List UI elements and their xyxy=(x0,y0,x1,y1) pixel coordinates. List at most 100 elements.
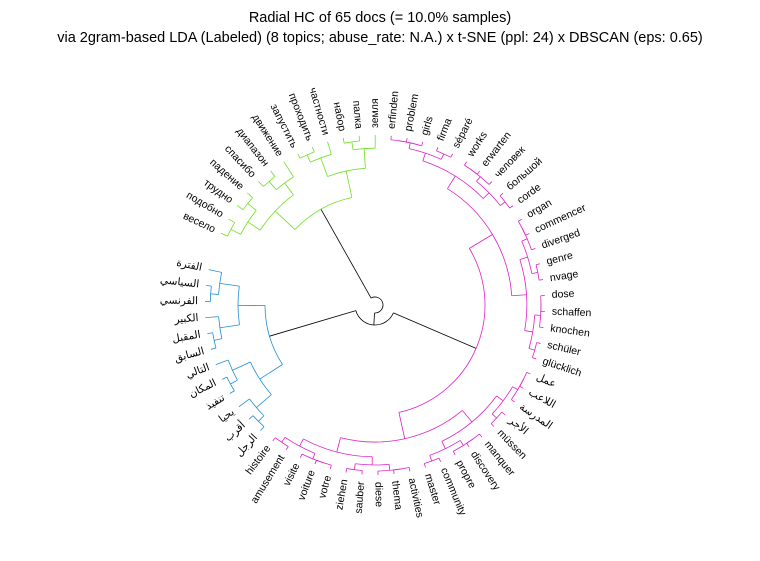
dendrogram-link-45 xyxy=(447,176,455,189)
dendrogram-link-127 xyxy=(467,443,469,446)
dendrogram-link-115 xyxy=(520,386,523,388)
dendrogram-link-25 xyxy=(364,149,365,169)
leaf-label-27: nvage xyxy=(549,268,579,284)
dendrogram-link-169 xyxy=(249,416,253,420)
dendrogram-link-158 xyxy=(275,438,288,447)
dendrogram-link-40 xyxy=(270,311,356,337)
dendrogram-link-23 xyxy=(263,177,275,187)
dendrogram-link-166 xyxy=(239,399,250,407)
dendrogram-link-136 xyxy=(354,464,355,470)
dendrogram-link-105 xyxy=(497,396,504,401)
leaf-label-43: activities xyxy=(406,477,426,519)
dendrogram-link-154 xyxy=(315,460,316,464)
dendrogram-link-74 xyxy=(500,196,510,208)
dendrogram-link-32 xyxy=(300,152,314,158)
dendrogram-link-155 xyxy=(316,460,331,465)
dendrogram-link-71 xyxy=(464,165,477,174)
dendrogram-link-46 xyxy=(512,295,527,296)
dendrogram-link-82 xyxy=(532,248,536,249)
dendrogram-link-153 xyxy=(330,465,331,469)
dendrogram-link-59 xyxy=(391,140,407,142)
dendrogram-link-62 xyxy=(437,151,451,158)
leaf-label-64: الفترة xyxy=(175,257,203,274)
dendrogram-link-10 xyxy=(248,204,257,211)
chart-title: Radial HC of 65 docs (= 10.0% samples) xyxy=(249,10,511,26)
dendrogram-link-60 xyxy=(437,147,438,151)
dendrogram-link-171 xyxy=(230,380,237,384)
dendrogram-link-145 xyxy=(346,469,347,473)
dendrogram-link-55 xyxy=(422,142,423,146)
leaf-label-12: земля xyxy=(369,98,381,128)
leaf-label-30: knochen xyxy=(550,322,591,339)
dendrogram-link-101 xyxy=(532,343,536,358)
dendrogram-link-190 xyxy=(206,286,211,287)
dendrogram-link-181 xyxy=(205,317,218,318)
leaf-label-42: master xyxy=(422,472,443,507)
dendrogram-link-14 xyxy=(228,223,235,237)
leaf-label-46: sauber xyxy=(353,481,367,514)
leaf-label-62: الفرنسي xyxy=(160,294,199,307)
dendrogram-link-177 xyxy=(220,325,240,328)
dendrogram-link-159 xyxy=(260,364,283,379)
dendrogram-link-6 xyxy=(248,222,260,230)
dendrogram-link-52 xyxy=(441,154,443,159)
dendrogram-link-116 xyxy=(520,372,527,386)
dendrogram-link-168 xyxy=(260,427,264,431)
leaf-label-15: girls xyxy=(419,115,436,137)
dendrogram-link-48 xyxy=(423,153,426,161)
dendrogram-link-148 xyxy=(282,437,285,442)
leaf-label-11: палка xyxy=(350,100,365,129)
dendrogram-link-2 xyxy=(371,297,383,313)
dendrogram-link-183 xyxy=(211,348,216,349)
dendrogram-link-43 xyxy=(399,412,405,438)
dendrogram-link-186 xyxy=(211,294,219,295)
dendrogram-link-94 xyxy=(540,327,544,328)
leaf-label-10: набор xyxy=(331,101,348,132)
leaf-label-59: السابق xyxy=(173,345,205,365)
dendrogram-link-13 xyxy=(228,219,234,223)
leaf-label-33: عمل xyxy=(534,371,557,390)
dendrogram-link-86 xyxy=(518,221,525,235)
dendrogram-link-78 xyxy=(522,239,527,241)
dendrogram-link-141 xyxy=(409,467,410,471)
dendrogram-link-99 xyxy=(537,343,541,344)
dendrogram-link-58 xyxy=(406,138,407,142)
dendrogram-link-88 xyxy=(539,280,543,281)
dendrogram-link-87 xyxy=(536,264,540,265)
dendrogram-link-120 xyxy=(460,440,463,445)
dendrogram-link-12 xyxy=(221,233,228,236)
dendrogram-link-19 xyxy=(284,162,294,177)
dendrogram-link-128 xyxy=(467,434,480,443)
dendrogram-link-175 xyxy=(222,377,227,379)
dendrogram-link-108 xyxy=(513,387,518,390)
dendrogram-link-133 xyxy=(300,439,304,446)
leaf-label-29: schaffen xyxy=(552,306,592,320)
dendrogram-link-7 xyxy=(285,183,294,195)
leaf-label-61: الكبير xyxy=(173,312,199,326)
dendrogram-link-27 xyxy=(307,155,310,162)
dendrogram-link-129 xyxy=(439,458,441,462)
dendrogram-link-73 xyxy=(510,206,513,208)
dendrogram-link-1 xyxy=(374,313,375,325)
dendrogram-link-147 xyxy=(313,453,315,459)
dendrogram-link-44 xyxy=(399,248,485,412)
leaf-label-55: يحيا xyxy=(217,406,237,425)
dendrogram-link-135 xyxy=(389,464,390,470)
leaf-label-16: firma xyxy=(435,116,455,142)
dendrogram-link-28 xyxy=(328,142,332,155)
dendrogram-link-131 xyxy=(424,458,439,463)
dendrogram-link-33 xyxy=(352,142,353,150)
dendrogram-link-118 xyxy=(491,424,494,427)
dendrogram-link-103 xyxy=(337,438,341,452)
leaf-label-58: التالي xyxy=(184,361,211,381)
dendrogram-link-143 xyxy=(394,467,410,469)
dendrogram-link-3 xyxy=(275,211,295,230)
leaf-label-28: dose xyxy=(551,288,575,301)
dendrogram-link-172 xyxy=(216,360,228,365)
leaf-label-50: visite xyxy=(281,461,302,488)
dendrogram-link-165 xyxy=(258,416,264,422)
dendrogram-link-36 xyxy=(343,138,344,143)
dendrogram-link-124 xyxy=(453,451,455,455)
